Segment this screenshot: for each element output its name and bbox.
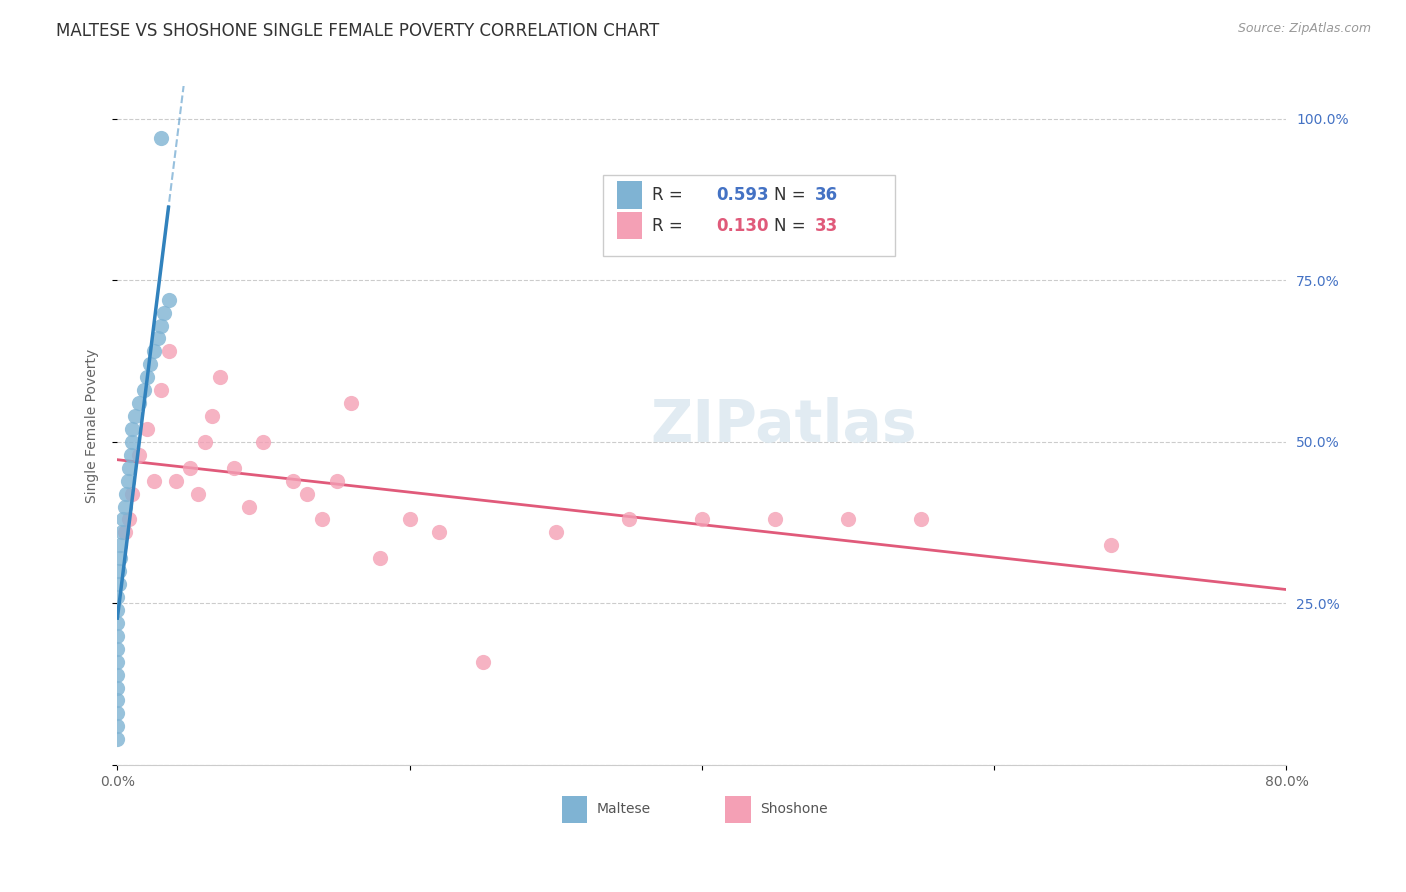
- Point: [112, 512, 135, 526]
- Point: [148, 331, 170, 345]
- Point: [187, 486, 209, 500]
- Point: [238, 500, 260, 514]
- Point: [118, 460, 141, 475]
- Text: Maltese: Maltese: [596, 802, 651, 816]
- Point: [105, 590, 128, 604]
- Point: [194, 434, 217, 449]
- Text: R =: R =: [651, 186, 688, 204]
- Text: MALTESE VS SHOSHONE SINGLE FEMALE POVERTY CORRELATION CHART: MALTESE VS SHOSHONE SINGLE FEMALE POVERT…: [56, 22, 659, 40]
- Point: [471, 655, 494, 669]
- Point: [120, 448, 142, 462]
- Point: [135, 370, 157, 384]
- FancyBboxPatch shape: [617, 181, 643, 209]
- Point: [105, 641, 128, 656]
- Point: [105, 719, 128, 733]
- Point: [763, 512, 786, 526]
- Point: [165, 474, 187, 488]
- Point: [135, 422, 157, 436]
- Point: [105, 603, 128, 617]
- Point: [105, 667, 128, 681]
- Point: [427, 525, 450, 540]
- Point: [105, 693, 128, 707]
- Point: [105, 706, 128, 721]
- Text: ZIPatlas: ZIPatlas: [651, 397, 917, 454]
- Point: [617, 512, 640, 526]
- Point: [142, 474, 165, 488]
- FancyBboxPatch shape: [561, 796, 588, 822]
- Point: [153, 305, 176, 319]
- Text: 0.130: 0.130: [716, 217, 769, 235]
- Point: [208, 370, 231, 384]
- Point: [105, 681, 128, 695]
- Point: [108, 564, 131, 578]
- Point: [157, 293, 180, 307]
- Point: [157, 344, 180, 359]
- Point: [544, 525, 567, 540]
- Y-axis label: Single Female Poverty: Single Female Poverty: [86, 349, 100, 503]
- Point: [297, 486, 319, 500]
- Point: [370, 551, 392, 566]
- Point: [340, 396, 363, 410]
- Point: [105, 655, 128, 669]
- Point: [105, 732, 128, 747]
- Point: [105, 615, 128, 630]
- Point: [690, 512, 713, 526]
- Point: [325, 474, 347, 488]
- Point: [138, 357, 160, 371]
- Point: [118, 512, 141, 526]
- Point: [910, 512, 932, 526]
- Point: [121, 434, 143, 449]
- Point: [110, 551, 132, 566]
- Point: [128, 396, 150, 410]
- Text: 33: 33: [815, 217, 838, 235]
- Text: Shoshone: Shoshone: [761, 802, 828, 816]
- Point: [117, 474, 139, 488]
- Point: [124, 409, 146, 423]
- Point: [115, 486, 138, 500]
- Text: N =: N =: [775, 217, 811, 235]
- Point: [179, 460, 201, 475]
- Point: [150, 383, 173, 397]
- Point: [142, 344, 165, 359]
- Point: [837, 512, 859, 526]
- Text: R =: R =: [651, 217, 688, 235]
- Point: [1099, 538, 1122, 552]
- Point: [114, 500, 136, 514]
- FancyBboxPatch shape: [603, 175, 894, 256]
- Text: 0.593: 0.593: [716, 186, 769, 204]
- Point: [150, 131, 173, 145]
- Point: [121, 422, 143, 436]
- Text: Source: ZipAtlas.com: Source: ZipAtlas.com: [1237, 22, 1371, 36]
- Point: [281, 474, 304, 488]
- Point: [114, 525, 136, 540]
- Text: 36: 36: [815, 186, 838, 204]
- FancyBboxPatch shape: [725, 796, 751, 822]
- Point: [398, 512, 420, 526]
- Point: [128, 448, 150, 462]
- Point: [111, 525, 134, 540]
- Point: [150, 318, 173, 333]
- Point: [110, 538, 132, 552]
- Point: [201, 409, 224, 423]
- FancyBboxPatch shape: [617, 212, 643, 239]
- Point: [105, 629, 128, 643]
- Point: [108, 577, 131, 591]
- Text: N =: N =: [775, 186, 811, 204]
- Point: [132, 383, 155, 397]
- Point: [224, 460, 246, 475]
- Point: [311, 512, 333, 526]
- Point: [252, 434, 274, 449]
- Point: [121, 486, 143, 500]
